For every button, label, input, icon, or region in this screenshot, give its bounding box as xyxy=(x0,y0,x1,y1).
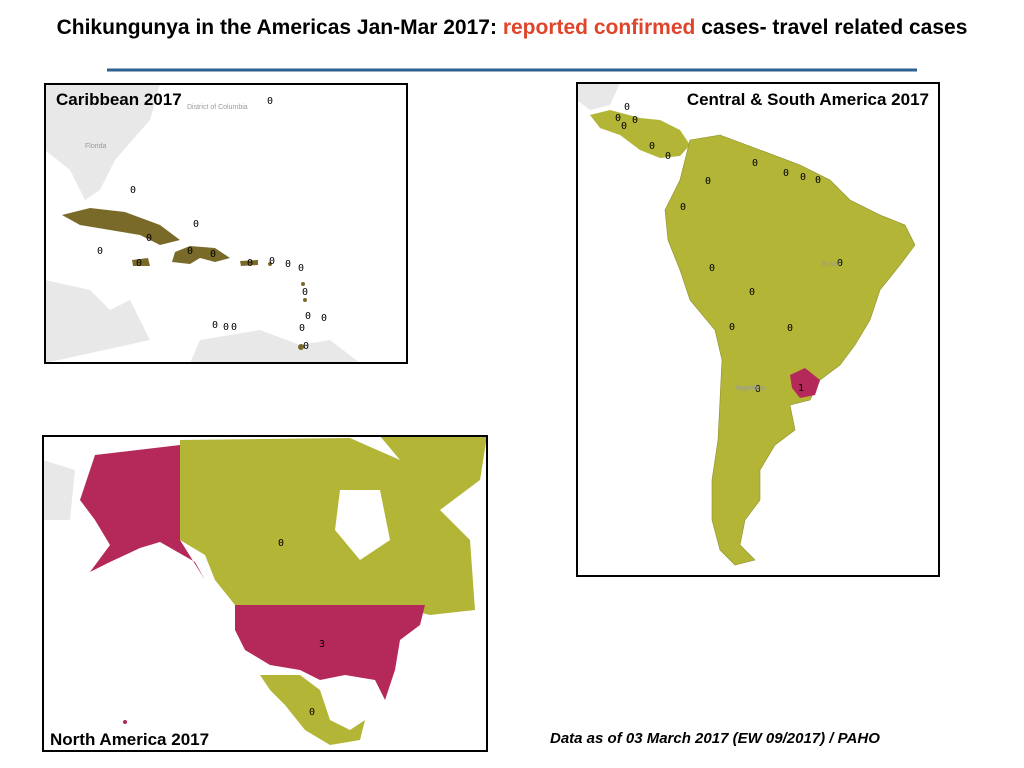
slide-title: Chikungunya in the Americas Jan-Mar 2017… xyxy=(17,14,1007,42)
case-count: 0 xyxy=(97,246,103,257)
case-count: 0 xyxy=(705,176,711,187)
case-count: 0 xyxy=(752,158,758,169)
case-count: 0 xyxy=(305,311,311,322)
case-count: 0 xyxy=(321,313,327,324)
case-count: 0 xyxy=(136,258,142,269)
case-count: 0 xyxy=(624,102,630,113)
case-count: 0 xyxy=(665,151,671,162)
panel-frame xyxy=(42,435,488,752)
case-count: 0 xyxy=(146,233,152,244)
case-count: 0 xyxy=(800,172,806,183)
case-count: 0 xyxy=(755,384,761,395)
case-count: 0 xyxy=(285,259,291,270)
place-label: District of Columbia xyxy=(187,104,248,111)
case-count: 0 xyxy=(303,341,309,352)
case-count: 0 xyxy=(615,113,621,124)
south-america-map xyxy=(577,83,939,576)
case-count: 0 xyxy=(299,323,305,334)
case-count: 0 xyxy=(267,96,273,107)
case-count: 0 xyxy=(247,258,253,269)
panel-title: Caribbean 2017 xyxy=(56,90,182,109)
case-count: 0 xyxy=(709,263,715,274)
case-count: 0 xyxy=(649,141,655,152)
case-count: 0 xyxy=(815,175,821,186)
case-count: 0 xyxy=(787,323,793,334)
title-lead: Chikungunya in the Americas Jan-Mar 2017… xyxy=(56,16,497,39)
case-count: 0 xyxy=(783,168,789,179)
caribbean-map xyxy=(45,84,407,363)
case-count: 0 xyxy=(298,263,304,274)
place-label: Brazil xyxy=(822,261,840,268)
footer: Data as of 03 March 2017 (EW 09/2017) / … xyxy=(550,730,880,747)
case-count: 0 xyxy=(302,287,308,298)
case-count: 0 xyxy=(680,202,686,213)
case-count: 0 xyxy=(187,246,193,257)
case-count: 0 xyxy=(231,322,237,333)
case-count: 0 xyxy=(269,256,275,267)
case-count: 0 xyxy=(212,320,218,331)
title-highlight: reported confirmed xyxy=(502,16,696,39)
case-count: 0 xyxy=(309,707,315,718)
case-count: 0 xyxy=(278,538,284,549)
panel-title: Central & South America 2017 xyxy=(687,90,929,109)
panel-title: North America 2017 xyxy=(50,730,209,749)
case-count: 0 xyxy=(632,115,638,126)
panel-frame xyxy=(44,83,408,364)
case-count: 0 xyxy=(837,258,843,269)
case-count: 1 xyxy=(798,383,804,394)
case-count: 0 xyxy=(621,121,627,132)
panel-frame xyxy=(576,82,940,577)
case-count: 0 xyxy=(729,322,735,333)
case-count: 0 xyxy=(210,249,216,260)
case-count: 0 xyxy=(130,185,136,196)
place-label: Florida xyxy=(85,143,107,150)
case-count: 0 xyxy=(223,322,229,333)
case-count: 0 xyxy=(193,219,199,230)
title-tail: cases- travel related cases xyxy=(701,16,968,39)
place-label: Argentina xyxy=(735,385,765,392)
case-count: 3 xyxy=(319,639,325,650)
case-count: 0 xyxy=(749,287,755,298)
north-america-map xyxy=(43,436,487,751)
